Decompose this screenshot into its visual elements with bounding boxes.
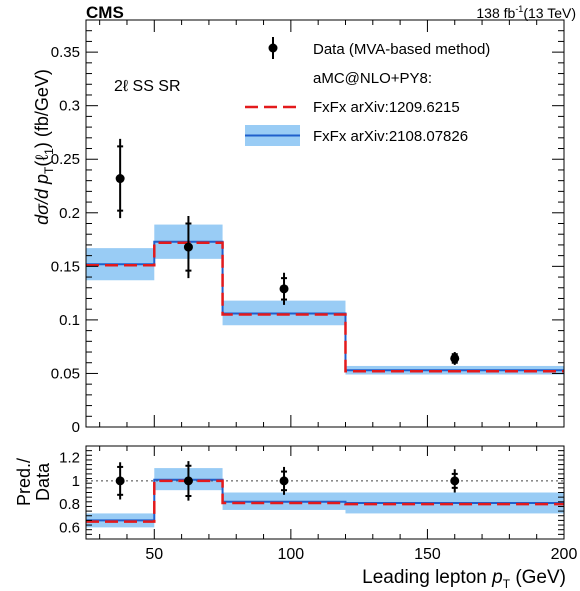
ratio-y-axis-label: Pred./ bbox=[14, 458, 34, 506]
main-y-axis-label: dσ/d pT(ℓ1) (fb/GeV) bbox=[32, 69, 56, 225]
legend-generator-label: aMC@NLO+PY8: bbox=[313, 70, 432, 87]
fxfx-2021-uncertainty-band bbox=[86, 224, 564, 375]
ratio-fxfx-2019-step-line bbox=[86, 479, 564, 523]
ratio-data-points bbox=[115, 461, 460, 501]
data-point bbox=[115, 174, 125, 184]
main-panel: 0 0.05 0.1 0.15 0.2 0.25 0.3 0.35 bbox=[51, 19, 565, 436]
y-tick-label: 1.2 bbox=[59, 450, 80, 467]
legend-data-label: Data (MVA-based method) bbox=[313, 41, 490, 58]
ratio-fxfx-2021-uncertainty-band bbox=[86, 468, 564, 528]
y-tick-label: 0.25 bbox=[51, 151, 80, 168]
legend-data-marker bbox=[268, 37, 278, 59]
y-tick-label: 0.2 bbox=[59, 205, 80, 222]
x-tick-label: 100 bbox=[278, 546, 305, 563]
luminosity-label: 138 fb-1(13 TeV) bbox=[476, 4, 576, 21]
y-tick-label: 0.8 bbox=[59, 496, 80, 513]
x-tick-label: 200 bbox=[551, 546, 578, 563]
legend: Data (MVA-based method) aMC@NLO+PY8: FxF… bbox=[245, 37, 490, 146]
main-axes: 0 0.05 0.1 0.15 0.2 0.25 0.3 0.35 bbox=[51, 19, 565, 436]
y-tick-label: 0 bbox=[72, 419, 80, 436]
x-tick-label: 50 bbox=[145, 546, 163, 563]
ratio-panel: 0.6 0.8 1 1.2 50 100 150 200 bbox=[59, 445, 578, 563]
region-label: 2ℓ SS SR bbox=[114, 78, 181, 95]
data-point bbox=[279, 476, 289, 486]
data-point bbox=[450, 353, 460, 363]
legend-fxfx-2019-label: FxFx arXiv:1209.6215 bbox=[313, 99, 460, 116]
legend-fxfx-2021-swatch bbox=[245, 125, 300, 146]
data-points bbox=[115, 138, 460, 365]
y-tick-label: 0.05 bbox=[51, 365, 80, 382]
y-tick-label: 0.15 bbox=[51, 258, 80, 275]
experiment-label: CMS bbox=[86, 3, 124, 22]
data-point bbox=[279, 284, 289, 294]
data-point bbox=[450, 476, 460, 486]
x-tick-label: 150 bbox=[414, 546, 441, 563]
fxfx-2019-step bbox=[86, 241, 564, 373]
ratio-axes: 0.6 0.8 1 1.2 50 100 150 200 bbox=[59, 445, 578, 563]
y-tick-label: 0.6 bbox=[59, 519, 80, 536]
ratio-y-axis-label-line2: Data bbox=[33, 462, 53, 501]
y-tick-label: 0.3 bbox=[59, 98, 80, 115]
data-point bbox=[115, 476, 125, 486]
data-point bbox=[183, 476, 193, 486]
data-point bbox=[183, 242, 193, 252]
y-tick-label: 1 bbox=[72, 473, 80, 490]
y-tick-label: 0.1 bbox=[59, 312, 80, 329]
fxfx-2019-step-line bbox=[86, 241, 564, 373]
y-tick-label: 0.35 bbox=[51, 44, 80, 61]
legend-fxfx-2021-label: FxFx arXiv:2108.07826 bbox=[313, 128, 468, 145]
x-axis-label: Leading lepton pT (GeV) bbox=[362, 567, 566, 591]
fxfx-2019-step bbox=[86, 479, 564, 523]
